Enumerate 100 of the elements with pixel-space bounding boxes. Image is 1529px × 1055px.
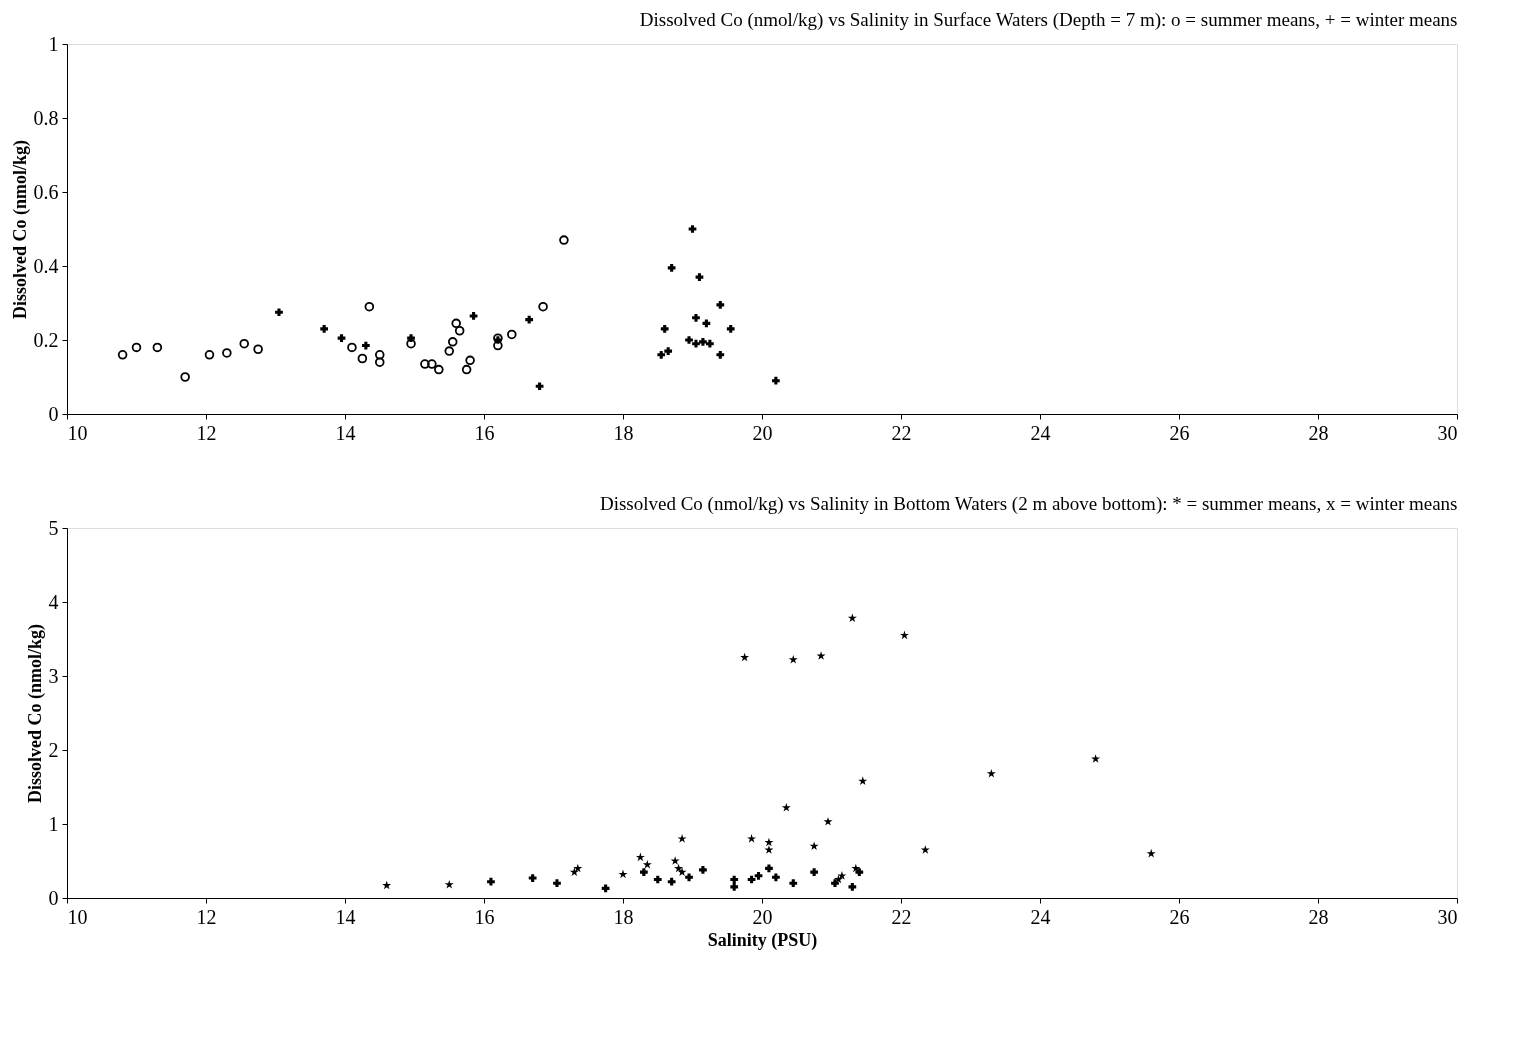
point	[420, 359, 430, 369]
point	[639, 868, 648, 876]
point	[374, 350, 385, 360]
point	[695, 273, 704, 281]
point	[685, 336, 693, 344]
y-tick-label: 0.8	[33, 106, 59, 129]
x-tick-label: 16	[474, 905, 495, 928]
point	[465, 355, 475, 366]
point	[559, 235, 569, 245]
y-tick-label: 1	[48, 812, 59, 835]
point	[364, 301, 375, 312]
point	[528, 874, 537, 882]
point	[726, 325, 735, 333]
point	[152, 342, 163, 353]
x-tick-label: 10	[67, 421, 88, 444]
x-tick-label: 12	[196, 421, 217, 444]
y-tick-label: 2	[48, 738, 59, 761]
point	[789, 879, 798, 888]
point	[222, 348, 232, 358]
x-tick-label: 24	[1030, 421, 1051, 444]
point	[664, 347, 673, 355]
x-axis-title: Salinity (PSU)	[707, 929, 818, 951]
x-tick-label: 14	[335, 905, 356, 928]
point	[688, 225, 697, 233]
y-tick-label: 3	[48, 664, 59, 687]
x-tick-label: 24	[1030, 905, 1051, 928]
point	[823, 817, 833, 826]
point	[538, 301, 548, 312]
y-tick-label: 0.4	[33, 254, 59, 277]
y-tick-label: 4	[48, 590, 59, 613]
point	[357, 353, 368, 364]
point	[848, 883, 857, 891]
x-tick-label: 28	[1308, 421, 1329, 444]
point	[320, 325, 329, 333]
point	[117, 350, 128, 360]
y-tick-label: 5	[48, 516, 59, 539]
point	[454, 325, 465, 336]
point	[764, 845, 774, 854]
point	[347, 342, 357, 353]
point	[699, 866, 707, 874]
point	[451, 318, 461, 329]
point	[1091, 754, 1101, 763]
chart-title: Dissolved Co (nmol/kg) vs Salinity in Bottom Waters (2 m above bottom): * = summer means, x = winter means	[599, 493, 1458, 515]
point	[837, 871, 847, 880]
x-tick-label: 26	[1169, 421, 1190, 444]
point	[730, 883, 739, 891]
point	[765, 864, 773, 873]
point	[692, 339, 700, 348]
point	[692, 313, 700, 322]
point	[180, 372, 190, 382]
point	[444, 346, 455, 356]
point	[361, 341, 370, 350]
x-tick-label: 28	[1308, 905, 1329, 928]
point	[716, 300, 725, 309]
x-tick-label: 20	[752, 421, 773, 444]
point	[667, 877, 676, 886]
y-axis-title: Dissolved Co (nmol/kg)	[9, 139, 31, 320]
point	[487, 877, 495, 886]
point	[899, 630, 909, 640]
point	[667, 263, 676, 272]
point	[618, 869, 628, 879]
point	[781, 802, 791, 812]
point	[920, 845, 930, 854]
y-axis-title: Dissolved Co (nmol/kg)	[24, 623, 46, 804]
point	[685, 873, 693, 882]
y-tick-label: 0	[48, 402, 59, 425]
point	[702, 319, 711, 328]
point	[788, 654, 798, 664]
point	[507, 329, 517, 340]
x-tick-label: 12	[196, 905, 217, 928]
chart-title: Dissolved Co (nmol/kg) vs Salinity in Surface Waters (Depth = 7 m): o = summer means, + = winter means	[639, 9, 1458, 31]
point	[657, 350, 666, 359]
point	[716, 350, 725, 359]
point	[677, 834, 687, 843]
point	[858, 776, 868, 785]
point	[447, 337, 458, 347]
y-tick-label: 0.6	[33, 180, 59, 203]
point	[740, 652, 750, 662]
point	[553, 879, 561, 888]
point	[461, 364, 472, 375]
point	[851, 863, 861, 873]
x-tick-label: 10	[67, 905, 88, 928]
y-tick-label: 1	[48, 32, 59, 55]
point	[855, 868, 864, 876]
point	[847, 613, 857, 623]
y-tick-label: 0	[48, 886, 59, 909]
point	[469, 312, 478, 320]
point	[374, 357, 385, 367]
point	[407, 334, 415, 343]
point	[427, 359, 437, 369]
x-tick-label: 30	[1437, 905, 1458, 928]
point	[204, 350, 215, 360]
point	[573, 863, 583, 873]
point	[699, 337, 707, 346]
x-tick-label: 30	[1437, 421, 1458, 444]
point	[674, 863, 684, 873]
point	[660, 325, 669, 333]
point	[635, 852, 645, 862]
point	[239, 338, 249, 349]
point	[525, 315, 534, 324]
